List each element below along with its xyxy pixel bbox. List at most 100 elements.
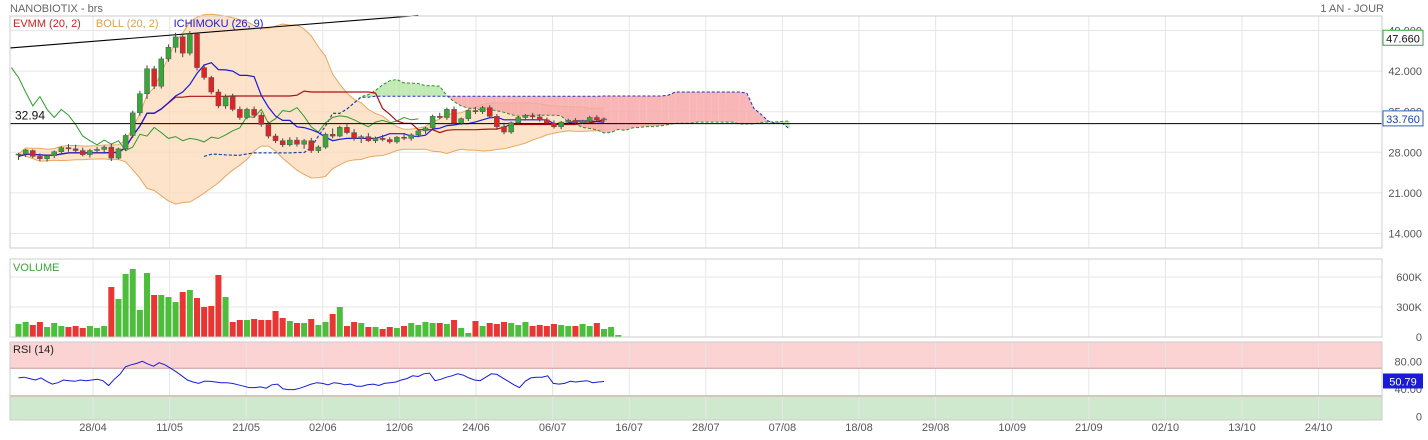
ichimoku-cloud xyxy=(718,92,725,122)
volume-bar xyxy=(487,323,493,337)
candle-body xyxy=(580,121,585,123)
candle-body xyxy=(152,69,157,86)
candle-body xyxy=(452,109,457,123)
candle-body xyxy=(409,135,414,138)
candle-body xyxy=(223,97,228,106)
candle-body xyxy=(309,141,314,151)
volume-bar xyxy=(480,326,486,337)
y-tick-label: 80.00 xyxy=(1394,356,1422,368)
volume-bar xyxy=(208,306,214,337)
rsi-label: RSI (14) xyxy=(13,344,54,356)
x-tick-label: 18/08 xyxy=(845,422,873,434)
candle-body xyxy=(459,119,464,124)
y-tick-label: 300K xyxy=(1396,302,1422,314)
ichimoku-cloud xyxy=(783,121,790,129)
volume-bar xyxy=(30,325,36,337)
volume-bar xyxy=(115,299,121,337)
candle-body xyxy=(173,37,178,47)
volume-bar xyxy=(458,328,464,337)
volume-bar xyxy=(187,290,193,337)
candle-body xyxy=(537,117,542,120)
y-tick-label: 0 xyxy=(1416,332,1422,344)
volume-bar xyxy=(273,311,279,337)
candle-body xyxy=(230,97,235,110)
candle-body xyxy=(216,92,221,106)
candle-body xyxy=(45,156,50,159)
candle-body xyxy=(116,149,121,158)
chart-title: NANOBIOTIX - brs xyxy=(10,3,103,15)
marker-price-label: 33.760 xyxy=(1386,114,1420,126)
candle-body xyxy=(16,154,21,155)
candle-body xyxy=(145,69,150,94)
ichimoku-cloud xyxy=(511,96,518,116)
volume-bar xyxy=(365,327,371,337)
ichimoku-cloud xyxy=(661,95,668,126)
candle-body xyxy=(23,150,28,154)
candle-body xyxy=(366,137,371,141)
chart-period[interactable]: 1 AN - JOUR xyxy=(1320,3,1384,15)
ichimoku-cloud xyxy=(554,96,561,116)
volume-bar xyxy=(601,329,607,337)
candle-body xyxy=(80,151,85,155)
candle-body xyxy=(159,59,164,86)
candle-body xyxy=(87,151,92,155)
candle xyxy=(195,33,200,70)
volume-bar xyxy=(173,302,179,337)
volume-bar xyxy=(351,322,357,337)
candle-body xyxy=(195,34,200,68)
volume-bar xyxy=(130,269,136,337)
legend-boll[interactable]: BOLL (20, 2) xyxy=(96,18,159,30)
volume-bar xyxy=(215,275,221,337)
volume-bar xyxy=(344,326,350,337)
candle-body xyxy=(552,123,557,126)
volume-bar xyxy=(508,323,514,337)
ichimoku-cloud xyxy=(426,86,433,97)
candle-body xyxy=(237,109,242,117)
ichimoku-cloud xyxy=(504,96,511,114)
volume-bar xyxy=(587,326,593,337)
x-tick-label: 21/05 xyxy=(232,422,260,434)
candle-body xyxy=(316,147,321,150)
volume-bar xyxy=(123,274,129,337)
volume-bar xyxy=(422,322,428,337)
candle-body xyxy=(594,118,599,120)
volume-bar xyxy=(151,295,157,337)
volume-bar xyxy=(437,323,443,337)
x-tick-label: 24/10 xyxy=(1305,422,1333,434)
x-tick-label: 24/06 xyxy=(462,422,490,434)
candle-body xyxy=(95,149,100,150)
volume-bar xyxy=(287,321,293,337)
candle xyxy=(337,126,342,138)
x-tick-label: 07/08 xyxy=(769,422,797,434)
candle-body xyxy=(66,148,71,149)
x-tick-label: 28/07 xyxy=(692,422,720,434)
candle xyxy=(244,108,249,120)
candle-body xyxy=(359,137,364,139)
ichimoku-cloud xyxy=(690,92,697,123)
legend-evmm[interactable]: EVMM (20, 2) xyxy=(13,18,81,30)
candle-body xyxy=(273,136,278,141)
rsi-oversold-zone xyxy=(10,396,1382,420)
candle-body xyxy=(30,151,35,157)
volume-bar xyxy=(608,327,614,337)
volume-bar xyxy=(572,326,578,337)
ichimoku-cloud xyxy=(497,96,504,112)
x-tick-label: 02/06 xyxy=(309,422,337,434)
x-tick-label: 02/10 xyxy=(1152,422,1180,434)
candle xyxy=(187,31,192,55)
rsi-last-label: 50.79 xyxy=(1389,376,1417,388)
candle-body xyxy=(437,116,442,117)
candle xyxy=(137,91,142,116)
reference-line-label: 32.94 xyxy=(15,109,45,123)
volume-bar xyxy=(501,322,507,337)
legend-ichimoku[interactable]: ICHIMOKU (26, 9) xyxy=(174,18,264,30)
candle-body xyxy=(559,122,564,127)
ichimoku-cloud xyxy=(733,92,740,124)
ichimoku-cloud xyxy=(411,83,418,96)
candle-body xyxy=(209,77,214,92)
candle-body xyxy=(423,128,428,131)
x-tick-label: 16/07 xyxy=(615,422,643,434)
candle-body xyxy=(244,109,249,117)
ichimoku-cloud xyxy=(625,96,632,130)
